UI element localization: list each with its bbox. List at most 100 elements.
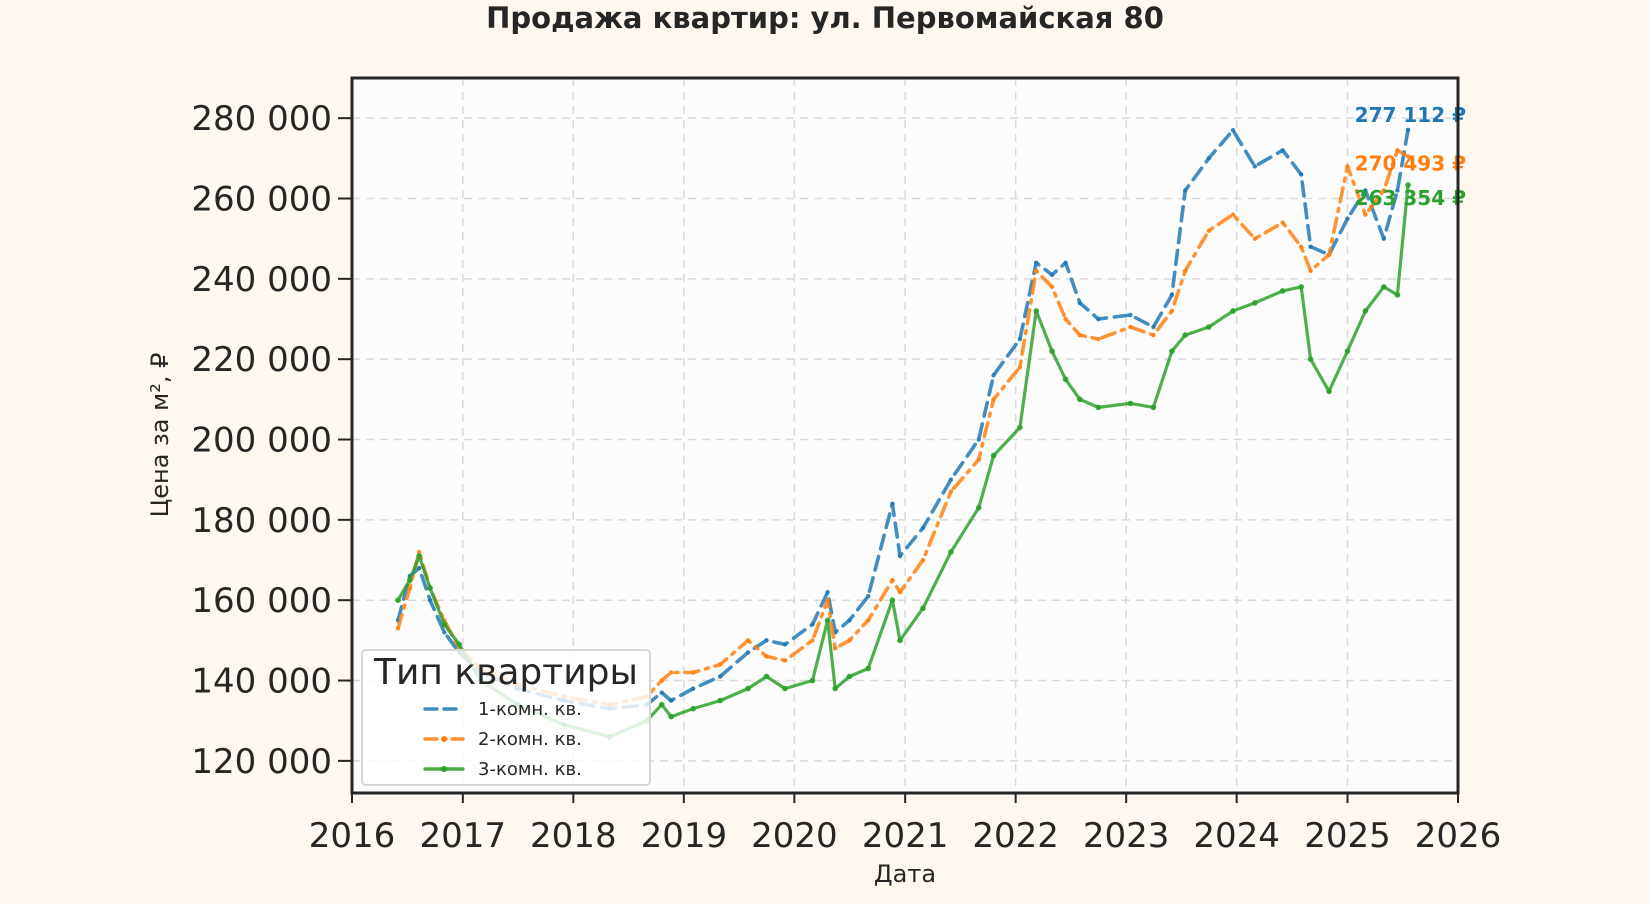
series-point [1280,220,1285,225]
x-tick-label: 2017 [420,816,507,856]
series-point [407,585,413,591]
series-point [1063,260,1068,265]
series-point [846,673,853,680]
series-point [976,437,981,442]
series-point [456,641,462,648]
legend-title: Тип квартиры [373,652,638,693]
series-point [1298,284,1304,290]
y-tick-label: 140 000 [191,662,332,702]
series-point [745,638,751,643]
series-point [1405,154,1411,159]
end-label-layer: 277 112 ₽ 270 493 ₽ 263 354 ₽ [1355,103,1466,210]
series-point [417,549,422,555]
series-point [948,549,954,555]
x-axis-label: Дата [874,860,936,888]
series-end-label: 277 112 ₽ [1355,103,1466,127]
series-point [1169,308,1175,314]
series-point [1395,188,1400,193]
y-tick-label: 260 000 [191,180,332,220]
series-point [866,593,871,599]
x-tick-label: 2026 [1415,816,1502,856]
series-point [810,622,815,627]
series-point [763,673,770,680]
y-tick-label: 240 000 [191,260,332,300]
series-point [847,618,852,623]
series-point [889,597,896,603]
series-point [1206,156,1212,161]
series-point [659,690,664,695]
series-point [1077,332,1083,338]
series-point [890,577,895,583]
series-point [948,489,954,494]
series-point [920,605,926,612]
series-point [1230,212,1236,217]
y-tick-label: 120 000 [191,742,332,782]
series-point [1150,404,1157,411]
y-axis-label: Цена за м², ₽ [146,353,174,518]
series-point [825,589,830,595]
series-point [1095,404,1102,411]
series-point [691,686,696,691]
y-tick-label: 160 000 [191,581,332,621]
series-point [809,677,816,684]
series-point [920,525,926,531]
series-point [1345,164,1350,169]
series-point [1017,424,1023,431]
series-point [1062,376,1069,383]
series-point [427,597,433,603]
legend-box [361,649,651,786]
series-point [1034,268,1039,274]
series-point [1128,324,1133,330]
series-point [1017,365,1023,370]
series-point [1206,228,1212,233]
series-point [658,701,665,708]
series-point [427,585,433,591]
series-point [1230,308,1236,314]
series-point [1169,292,1175,298]
series-point [407,577,413,583]
legend: Тип квартиры 1-комн. кв. 2-комн. кв. 3-ком… [361,649,651,786]
series-point [1308,268,1313,274]
series-point [1345,216,1350,221]
series-point [1252,164,1258,169]
series-point [1049,272,1055,278]
legend-marker [441,766,447,772]
series-point [1151,332,1156,338]
series-point [833,646,838,651]
series-point [1307,356,1314,362]
series-point [991,397,996,402]
series-end-label: 270 493 ₽ [1355,151,1466,175]
series-point [1151,324,1156,330]
series-point [1381,236,1387,241]
series-point [1077,396,1083,403]
series-point [717,674,723,679]
x-tick-label: 2020 [751,816,838,856]
series-point [1252,300,1258,306]
series-point [975,505,982,511]
series-point [442,630,447,635]
series-point [1169,348,1175,354]
series-point [1298,244,1304,249]
series-point [1405,182,1411,188]
y-tick-label: 200 000 [191,421,332,461]
y-tick-label: 280 000 [191,99,332,139]
series-point [1049,348,1055,354]
series-point [847,638,852,643]
chart-title: Продажа квартир: ул. Первомайская 80 [486,1,1164,35]
series-point [1280,148,1285,153]
series-point [1183,188,1188,193]
x-tick-label: 2025 [1304,816,1391,856]
series-point [1363,212,1368,217]
series-point [1308,244,1313,249]
series-point [417,565,422,571]
series-point [1017,336,1023,342]
series-point [825,597,830,603]
series-point [1096,336,1101,342]
series-point [1326,252,1332,257]
series-point [1127,400,1134,407]
series-point [1128,312,1133,318]
series-point [782,685,788,692]
series-point [1362,308,1369,314]
